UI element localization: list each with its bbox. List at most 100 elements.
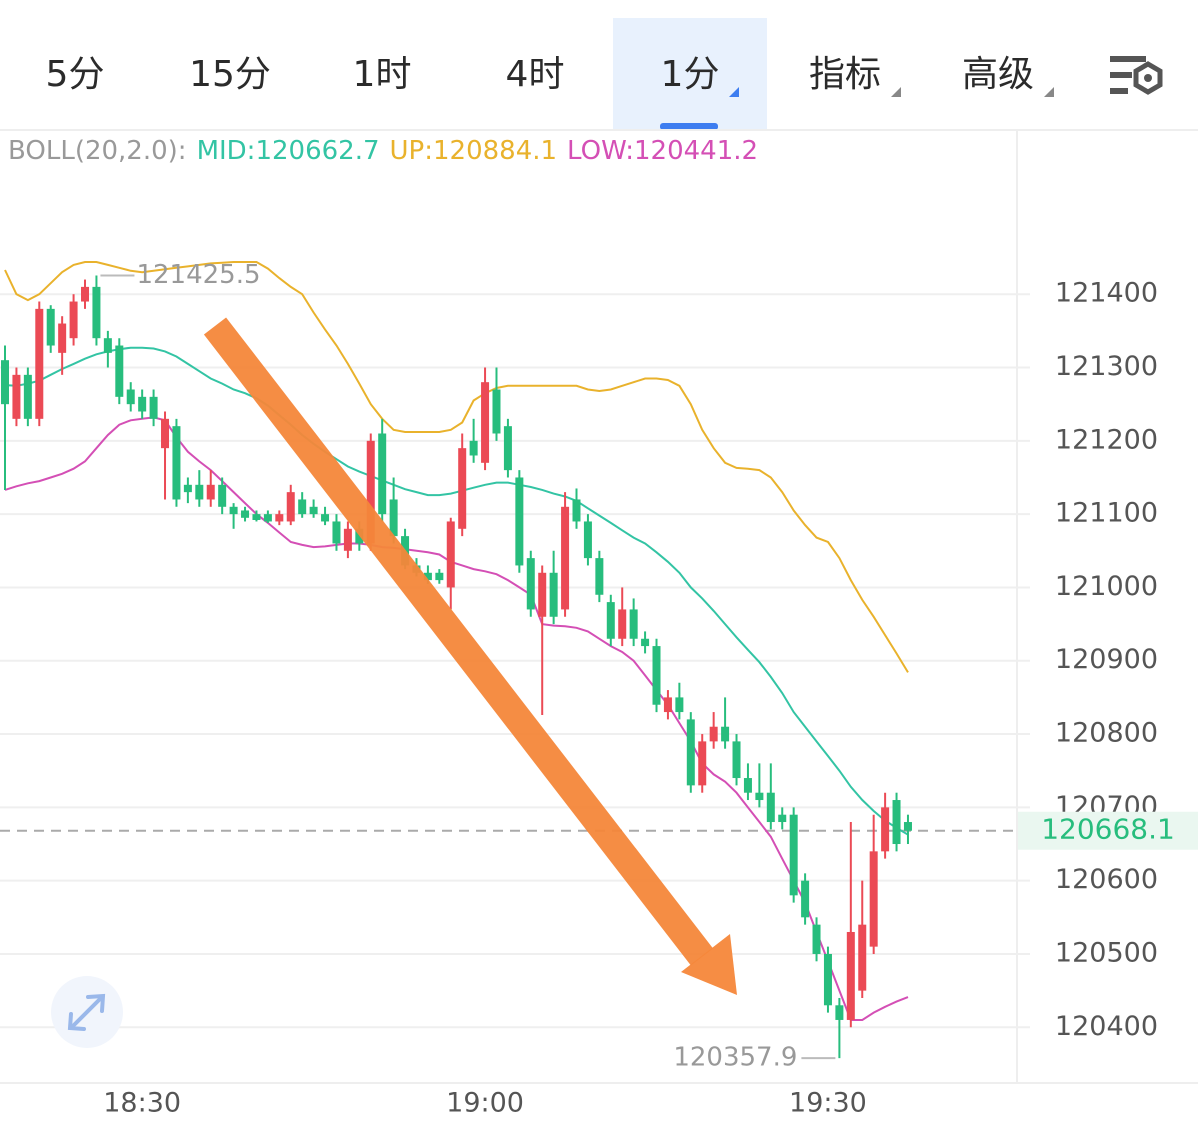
candle-body [423, 572, 432, 581]
tab-label[interactable]: 15分 [189, 54, 271, 95]
max-label: 121425.5 [136, 260, 260, 290]
candle-body [881, 807, 890, 852]
boll-line [4, 261, 909, 673]
tab-label[interactable]: 5分 [46, 54, 105, 95]
candle-body [23, 374, 32, 419]
trend-arrow-shaft [203, 317, 714, 966]
candle-body [92, 286, 101, 339]
y-tick-label: 121300 [1055, 351, 1158, 382]
candle-body [801, 880, 810, 918]
candle-body [892, 800, 901, 845]
y-tick-label: 120600 [1055, 864, 1158, 895]
candle-body [103, 338, 112, 353]
candle-body [241, 510, 250, 518]
candle-body [606, 602, 615, 639]
candle-body [732, 741, 741, 779]
candle-body [686, 719, 695, 786]
tab-label[interactable]: 1分 [661, 54, 720, 95]
candle-body [721, 726, 730, 742]
candle-body [663, 697, 672, 713]
candle-body [343, 528, 352, 551]
candle-body [709, 726, 718, 742]
y-tick-label: 121400 [1055, 278, 1158, 309]
expand-icon [67, 993, 106, 1031]
candle-body [435, 572, 444, 581]
min-label: 120357.9 [673, 1043, 797, 1073]
candle-body [561, 506, 570, 610]
timeframe-tabs: 5分 15分 1时 4时 1分 指标 高级 [46, 54, 1034, 95]
candle-body [263, 514, 272, 522]
candle-body [572, 499, 581, 522]
candle-body [743, 778, 752, 793]
candle-body [1, 360, 9, 405]
tab-label[interactable]: 指标 [809, 54, 881, 95]
candle-body [481, 382, 490, 463]
candle-body [858, 924, 867, 991]
candle-body [172, 426, 181, 500]
legend-entry: MID:120662.7 [197, 136, 380, 166]
candle-body [675, 697, 684, 713]
candle-body [869, 851, 878, 947]
candle-body [492, 389, 501, 434]
settings-icon[interactable] [1110, 56, 1163, 95]
candle-body [321, 514, 330, 522]
x-tick-label: 18:30 [103, 1088, 181, 1119]
last-price-label: 120668.1 [1041, 813, 1175, 846]
candle-body [298, 499, 307, 515]
candle-body [641, 638, 650, 647]
candle-body [161, 418, 170, 449]
candle-body [218, 484, 227, 507]
candle-body [515, 477, 524, 566]
candle-body [583, 521, 592, 559]
candle-body [595, 558, 604, 595]
candle-body [378, 433, 387, 515]
candle-body [469, 440, 478, 456]
last-price-box [1018, 811, 1198, 850]
candle-body [618, 609, 627, 639]
candle-body [538, 572, 547, 617]
candle-body [149, 396, 158, 419]
candle-body [652, 646, 661, 705]
candle-body [229, 506, 238, 515]
candle-body [355, 528, 364, 544]
candle-body [35, 308, 44, 419]
selected-tab-bg [613, 18, 767, 130]
candle-body [812, 924, 821, 954]
indicator-name: BOLL(20,2.0): [8, 136, 187, 166]
y-tick-label: 120900 [1055, 644, 1158, 675]
tab-label[interactable]: 4时 [506, 54, 565, 95]
candle-body [698, 741, 707, 786]
candle-body [309, 506, 318, 515]
y-tick-label: 120800 [1055, 718, 1158, 749]
y-tick-label: 121000 [1055, 571, 1158, 602]
candle-body [503, 426, 512, 471]
tab-label[interactable]: 1时 [353, 54, 412, 95]
candle-body [778, 814, 787, 823]
candle-body [126, 389, 135, 405]
candle-body [766, 792, 775, 823]
dropdown-triangle [891, 87, 901, 97]
candle-body [629, 609, 638, 639]
candle-body [846, 931, 855, 1020]
candle-body [286, 492, 295, 522]
candle-body [69, 301, 78, 339]
candle-body [903, 822, 912, 831]
x-tick-label: 19:00 [446, 1088, 524, 1119]
candle-body [526, 558, 535, 610]
tab-label[interactable]: 高级 [962, 54, 1034, 95]
candle-body [115, 345, 124, 397]
candle-body [206, 484, 215, 500]
candle-body [549, 572, 558, 617]
dropdown-triangle [1044, 87, 1054, 97]
candle-body [195, 484, 204, 500]
candle-body [389, 499, 398, 537]
overlay [51, 317, 737, 1048]
legend-entry: LOW:120441.2 [567, 136, 758, 166]
y-tick-label: 120500 [1055, 937, 1158, 968]
y-tick-label: 120400 [1055, 1011, 1158, 1042]
selected-tab-underline [660, 123, 718, 130]
candle-body [755, 792, 764, 801]
plot-area: BOLL(20,2.0): MID:120662.7 UP:120884.1 LOW:… [0, 136, 1198, 1119]
candle-body [446, 521, 455, 588]
